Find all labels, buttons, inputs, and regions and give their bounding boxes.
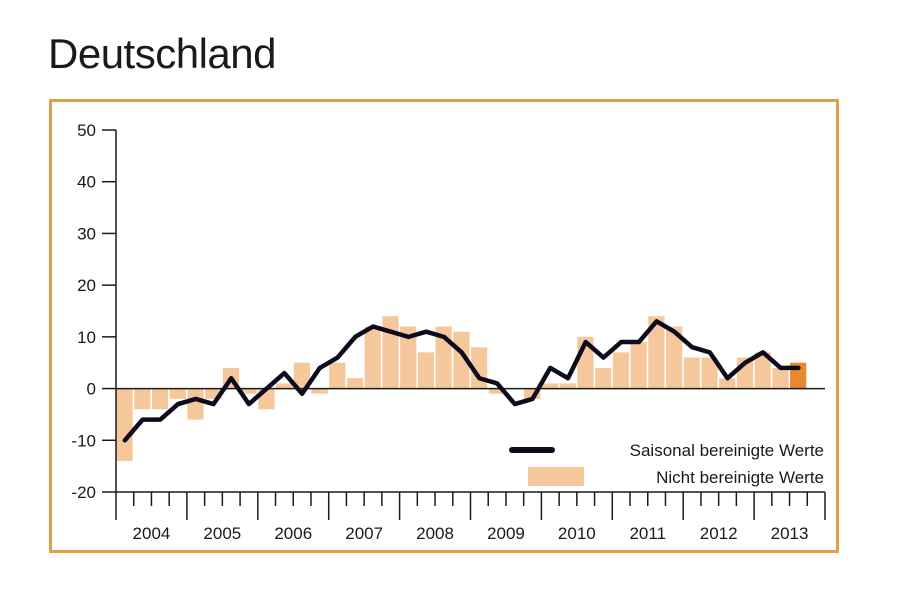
bar	[293, 362, 310, 389]
bar	[151, 388, 169, 410]
bar	[719, 378, 736, 389]
legend-bar-swatch	[528, 467, 584, 486]
bar	[648, 316, 665, 389]
bar	[524, 388, 541, 399]
bar	[754, 352, 771, 389]
bar	[417, 352, 435, 389]
bar	[346, 378, 364, 389]
bar	[612, 352, 630, 389]
x-tick-label: 2010	[558, 524, 596, 543]
bar	[701, 357, 718, 389]
y-tick-label: 30	[77, 224, 96, 243]
bar	[400, 326, 417, 389]
line-layer	[122, 319, 801, 443]
chart-frame	[49, 99, 839, 553]
legend-label-adjusted: Saisonal bereinigte Werte	[630, 441, 824, 460]
bar	[240, 388, 257, 394]
bar	[169, 388, 186, 399]
bars-layer	[116, 316, 807, 461]
y-tick-label: 20	[77, 276, 96, 295]
series-line-adjusted	[122, 319, 801, 443]
y-tick-label: 10	[77, 328, 96, 347]
x-tick-label: 2012	[700, 524, 738, 543]
x-tick-label: 2011	[629, 524, 666, 543]
bar	[329, 362, 346, 389]
bar	[665, 326, 683, 389]
y-tick-label: 40	[77, 173, 96, 192]
bar	[559, 383, 576, 389]
x-tick-label: 2006	[274, 524, 312, 543]
x-tick-label: 2008	[416, 524, 454, 543]
bar	[311, 388, 328, 394]
bar	[364, 326, 381, 389]
legend-label-unadjusted: Nicht bereinigte Werte	[656, 468, 824, 487]
x-tick-label: 2007	[345, 524, 383, 543]
page-title: Deutschland	[48, 30, 276, 77]
x-tick-label: 2005	[203, 524, 241, 543]
x-tick-label: 2013	[771, 524, 809, 543]
bar	[541, 383, 559, 389]
y-tick-label: 0	[87, 380, 96, 399]
bar	[134, 388, 151, 410]
bar	[116, 388, 133, 461]
y-tick-label: -20	[71, 483, 96, 502]
x-tick-label: 2004	[133, 524, 171, 543]
axes-layer: -20 -10 0 10 20 30 40 50 2004 2005 2006 2007 2008 200…	[71, 121, 826, 543]
bar	[488, 388, 505, 394]
bar	[595, 367, 612, 389]
bar	[276, 383, 293, 389]
y-tick-label: 50	[77, 121, 96, 140]
bar	[382, 316, 399, 389]
bar	[683, 357, 700, 389]
y-tick-label: -10	[71, 431, 96, 450]
bar	[205, 388, 222, 399]
bar	[187, 388, 204, 420]
x-tick-label: 2009	[487, 524, 525, 543]
bar	[772, 367, 789, 389]
bar	[630, 342, 647, 389]
legend: Saisonal bereinigte Werte Nicht bereinig…	[509, 441, 824, 487]
